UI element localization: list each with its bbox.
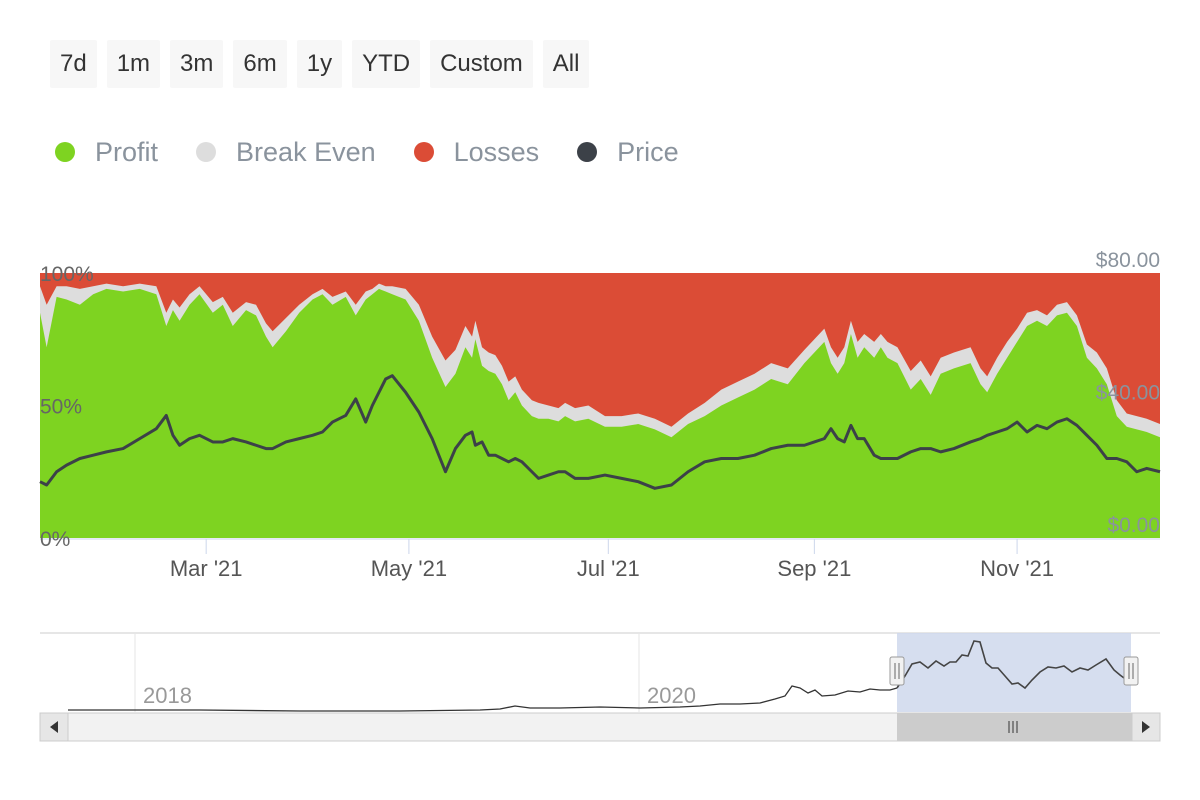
- range-7d-button[interactable]: 7d: [50, 40, 97, 88]
- profit-area: [40, 288, 1160, 538]
- scroll-right-arrow-icon: [1142, 721, 1150, 733]
- legend-item-price[interactable]: Price: [577, 137, 679, 168]
- range-6m-button[interactable]: 6m: [233, 40, 287, 88]
- x-tick-label: May '21: [371, 556, 447, 581]
- y-right-tick-label: $40.00: [1096, 382, 1160, 405]
- legend-label-price: Price: [617, 136, 679, 167]
- range-selector: 7d 1m 3m 6m 1y YTD Custom All: [50, 40, 590, 88]
- scroll-left-arrow-icon: [50, 721, 58, 733]
- legend-label-profit: Profit: [95, 136, 159, 167]
- x-tick-label: Mar '21: [170, 556, 243, 581]
- navigator-label-2018: 2018: [143, 683, 192, 708]
- legend-dot-price: [577, 142, 598, 162]
- navigator-left-handle[interactable]: [889, 656, 905, 686]
- y-axes: 0% 50% 100% $0.00 $40.00 $80.00: [40, 249, 1160, 551]
- range-custom-button[interactable]: Custom: [430, 40, 533, 88]
- range-all-button[interactable]: All: [542, 40, 590, 88]
- range-ytd-button[interactable]: YTD: [352, 40, 421, 88]
- x-tick-label: Jul '21: [577, 556, 640, 581]
- y-right-tick-label: $0.00: [1107, 514, 1160, 537]
- legend-dot-losses: [413, 142, 434, 162]
- x-tick-label: Sep '21: [777, 556, 851, 581]
- y-left-tick-label: 0%: [40, 528, 70, 551]
- price-line: [39, 374, 1161, 490]
- x-tick-label: Nov '21: [980, 556, 1054, 581]
- range-1m-button[interactable]: 1m: [106, 40, 161, 88]
- navigator-selected-price-line: [896, 640, 1132, 690]
- scrollbar-thumb[interactable]: [897, 713, 1132, 741]
- navigator-left-handle-box[interactable]: [889, 656, 905, 686]
- legend-label-break-even: Break Even: [236, 136, 376, 167]
- navigator-label-2020: 2020: [647, 683, 696, 708]
- legend-label-losses: Losses: [453, 136, 540, 167]
- y-left-tick-label: 100%: [40, 263, 94, 286]
- range-1y-button[interactable]: 1y: [296, 40, 343, 88]
- navigator-right-handle[interactable]: [1123, 656, 1139, 686]
- navigator-price-line: [68, 685, 898, 712]
- legend-item-profit[interactable]: Profit: [55, 137, 158, 168]
- legend-dot-break-even: [196, 142, 217, 162]
- x-axis: Mar '21 May '21 Jul '21 Sep '21 Nov '21: [40, 538, 1160, 581]
- navigator-right-handle-box[interactable]: [1123, 656, 1139, 686]
- range-3m-button[interactable]: 3m: [170, 40, 224, 88]
- navigator: 2018 2020: [39, 632, 1161, 742]
- legend-item-losses[interactable]: Losses: [413, 136, 540, 168]
- y-left-tick-label: 50%: [40, 396, 82, 419]
- main-plot: [39, 273, 1161, 538]
- legend-dot-profit: [55, 142, 75, 162]
- chart-legend: Profit Break Even Losses Price: [55, 132, 717, 172]
- legend-item-break-even[interactable]: Break Even: [196, 137, 376, 168]
- navigator-selected-range[interactable]: [897, 633, 1131, 712]
- y-right-tick-label: $80.00: [1096, 249, 1160, 272]
